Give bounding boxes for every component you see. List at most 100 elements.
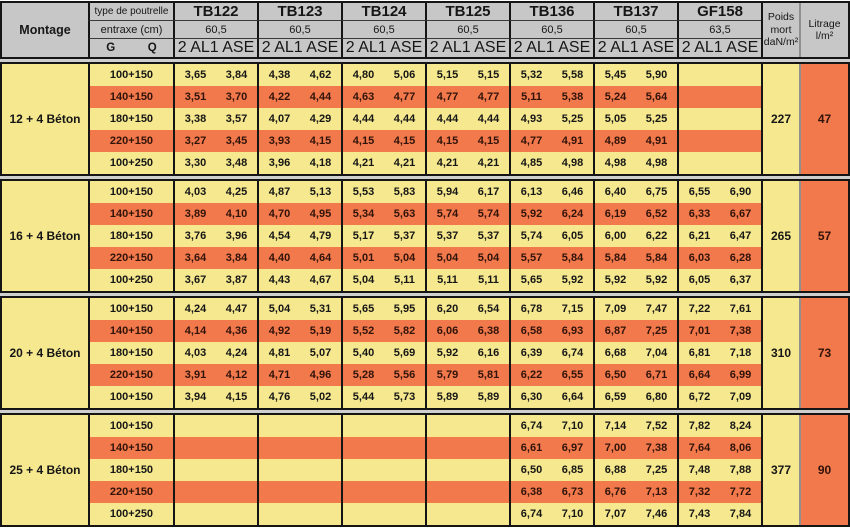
value-2al: 5,11: [437, 274, 458, 286]
col-1ase-label: 1 ASE: [713, 39, 759, 56]
value-1ase: 7,38: [645, 442, 668, 454]
entraxe-label: entraxe (cm): [88, 21, 173, 39]
value-cell: 6,55 6,90: [677, 181, 761, 203]
value-1ase: 4,25: [225, 186, 248, 198]
value-2al: 5,52: [352, 325, 375, 337]
value-cell: 3,93 4,15: [257, 130, 341, 152]
value-1ase: [300, 415, 341, 437]
value-1ase: 3,84: [225, 69, 248, 81]
value-cell: 3,94 4,15: [173, 386, 257, 408]
row-label: 140+150: [88, 203, 173, 225]
value-cell: 6,19 6,52: [593, 203, 677, 225]
montage-group: 12 + 4 Béton 100+150 3,65 3,84 4,38 4,62 4,80 5…: [0, 62, 850, 176]
value-cell: 5,84 5,84: [593, 247, 677, 269]
col-2al-label: 2 AL: [429, 39, 462, 56]
value-2al: 6,19: [604, 208, 627, 220]
value-1ase: 5,84: [561, 252, 584, 264]
value-cell: 7,01 7,38: [677, 320, 761, 342]
value-1ase: 7,61: [729, 303, 752, 315]
value-cell: 4,63 4,77: [341, 86, 425, 108]
value-cell: [257, 481, 341, 503]
value-2al: [679, 64, 720, 86]
value-2al: 4,24: [184, 303, 207, 315]
value-2al: 6,87: [604, 325, 627, 337]
value-1ase: 5,02: [309, 391, 332, 403]
col-2al-label: 2 AL: [345, 39, 378, 56]
value-cell: 4,44 4,44: [425, 108, 509, 130]
gq-header: G Q: [88, 39, 173, 57]
value-2al: 5,17: [352, 230, 375, 242]
value-1ase: 7,72: [729, 486, 752, 498]
value-2al: 3,64: [184, 252, 207, 264]
value-1ase: 3,96: [225, 230, 248, 242]
value-2al: 6,33: [688, 208, 711, 220]
value-2al: [679, 86, 720, 108]
col-1ase-label: 1 ASE: [377, 39, 423, 56]
value-2al: 4,15: [352, 135, 375, 147]
value-2al: 4,14: [184, 325, 207, 337]
row-label: 180+150: [88, 459, 173, 481]
value-2al: 4,44: [436, 113, 459, 125]
row-label: 100+150: [88, 298, 173, 320]
value-2al: [343, 415, 384, 437]
value-1ase: 4,12: [225, 369, 248, 381]
value-2al: [175, 415, 216, 437]
value-2al: 7,43: [688, 508, 711, 520]
value-1ase: [468, 459, 509, 481]
value-2al: 4,93: [520, 113, 543, 125]
value-1ase: 5,84: [645, 252, 668, 264]
value-1ase: [384, 503, 425, 525]
value-1ase: 7,47: [645, 303, 668, 315]
q-label: Q: [147, 42, 157, 54]
value-cell: 6,50 6,85: [509, 459, 593, 481]
beam-subheader: 2 AL 1 ASE: [425, 39, 509, 57]
value-cell: 6,06 6,38: [425, 320, 509, 342]
value-cell: 5,37 5,37: [425, 225, 509, 247]
value-2al: 5,45: [604, 69, 627, 81]
value-2al: [343, 437, 384, 459]
value-2al: 7,82: [688, 420, 711, 432]
value-1ase: 6,55: [561, 369, 584, 381]
row-label: 180+150: [88, 225, 173, 247]
value-1ase: 4,29: [309, 113, 332, 125]
value-2al: 7,22: [688, 303, 711, 315]
value-cell: 6,38 6,73: [509, 481, 593, 503]
value-cell: 7,00 7,38: [593, 437, 677, 459]
value-cell: [341, 481, 425, 503]
value-cell: 5,04 5,11: [341, 269, 425, 291]
row-label: 100+150: [88, 64, 173, 86]
value-cell: 3,38 3,57: [173, 108, 257, 130]
value-2al: 4,77: [436, 91, 459, 103]
value-1ase: 5,82: [393, 325, 416, 337]
poids-line3: daN/m²: [763, 36, 799, 49]
value-1ase: [720, 130, 761, 152]
value-2al: 4,44: [352, 113, 375, 125]
value-2al: 6,59: [604, 391, 627, 403]
value-1ase: 6,73: [561, 486, 584, 498]
value-2al: 4,71: [268, 369, 291, 381]
value-2al: 6,72: [688, 391, 711, 403]
value-1ase: 7,13: [645, 486, 668, 498]
value-cell: 6,13 6,46: [509, 181, 593, 203]
value-2al: [679, 130, 720, 152]
value-2al: 5,92: [520, 208, 543, 220]
value-cell: 3,27 3,45: [173, 130, 257, 152]
value-1ase: 7,38: [729, 325, 752, 337]
value-1ase: 5,63: [393, 208, 416, 220]
value-2al: [427, 415, 468, 437]
litrage-value: 90: [799, 415, 848, 525]
value-cell: 5,01 5,04: [341, 247, 425, 269]
value-1ase: [216, 437, 257, 459]
value-2al: 3,93: [268, 135, 291, 147]
value-cell: 7,22 7,61: [677, 298, 761, 320]
value-1ase: 6,17: [477, 186, 500, 198]
value-cell: 4,21 4,21: [341, 152, 425, 174]
value-1ase: [720, 86, 761, 108]
montage-label: 16 + 4 Béton: [2, 181, 88, 291]
montage-label: 25 + 4 Béton: [2, 415, 88, 525]
value-1ase: 5,38: [561, 91, 584, 103]
value-1ase: 6,99: [729, 369, 752, 381]
value-cell: 7,32 7,72: [677, 481, 761, 503]
value-2al: [679, 152, 720, 174]
